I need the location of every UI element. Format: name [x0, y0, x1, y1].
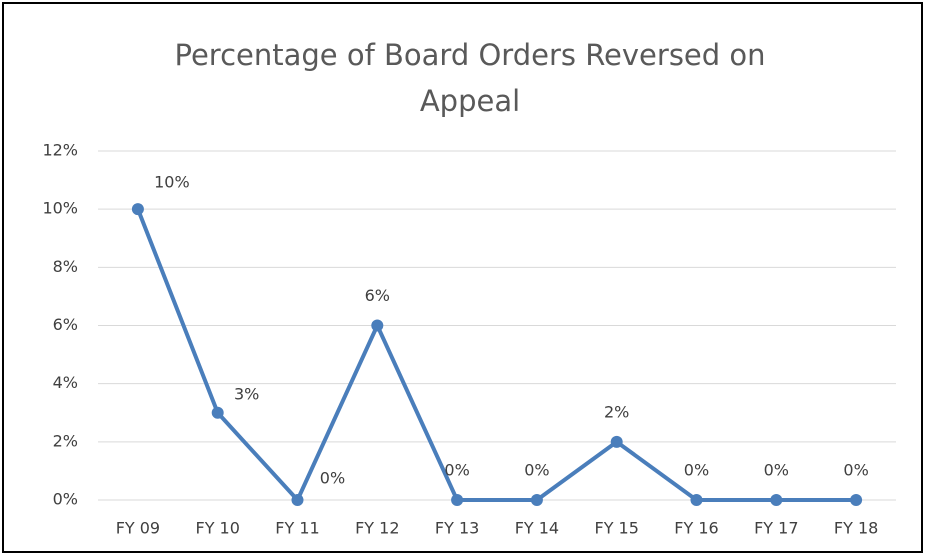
y-tick-label: 0% [53, 490, 78, 509]
data-line [136, 208, 857, 502]
data-label: 0% [764, 461, 789, 480]
y-tick-label: 4% [53, 373, 78, 392]
y-tick-label: 6% [53, 315, 78, 334]
data-point [371, 319, 384, 332]
x-tick-label: FY 16 [674, 519, 718, 538]
data-label: 0% [843, 461, 868, 480]
data-label: 0% [444, 461, 469, 480]
data-label: 0% [524, 461, 549, 480]
data-point [530, 494, 543, 506]
y-tick-label: 10% [42, 199, 78, 218]
data-label: 3% [234, 384, 259, 403]
y-tick-label: 8% [53, 257, 78, 276]
data-label: 10% [154, 173, 190, 192]
x-tick-label: FY 13 [435, 519, 479, 538]
data-point [610, 435, 623, 448]
data-label: 0% [320, 469, 345, 488]
data-label: 6% [365, 286, 390, 305]
data-point [451, 494, 464, 506]
x-tick-label: FY 15 [594, 519, 638, 538]
x-tick-label: FY 11 [275, 519, 319, 538]
data-point [291, 494, 304, 506]
x-tick-label: FY 12 [355, 519, 399, 538]
data-label: 2% [604, 402, 629, 421]
x-tick-label: FY 17 [754, 519, 798, 538]
chart-title: Percentage of Board Orders Reversed on A… [174, 38, 766, 118]
data-point [211, 406, 224, 419]
x-tick-label: FY 10 [195, 519, 239, 538]
y-tick-label: 12% [42, 141, 78, 160]
data-label: 0% [684, 461, 709, 480]
x-tick-label: FY 09 [116, 519, 160, 538]
x-tick-label: FY 14 [515, 519, 559, 538]
data-point [850, 494, 863, 506]
data-point [770, 494, 783, 506]
y-tick-label: 2% [53, 431, 78, 450]
data-point [690, 494, 703, 506]
x-tick-label: FY 18 [834, 519, 878, 538]
data-point [131, 203, 144, 216]
